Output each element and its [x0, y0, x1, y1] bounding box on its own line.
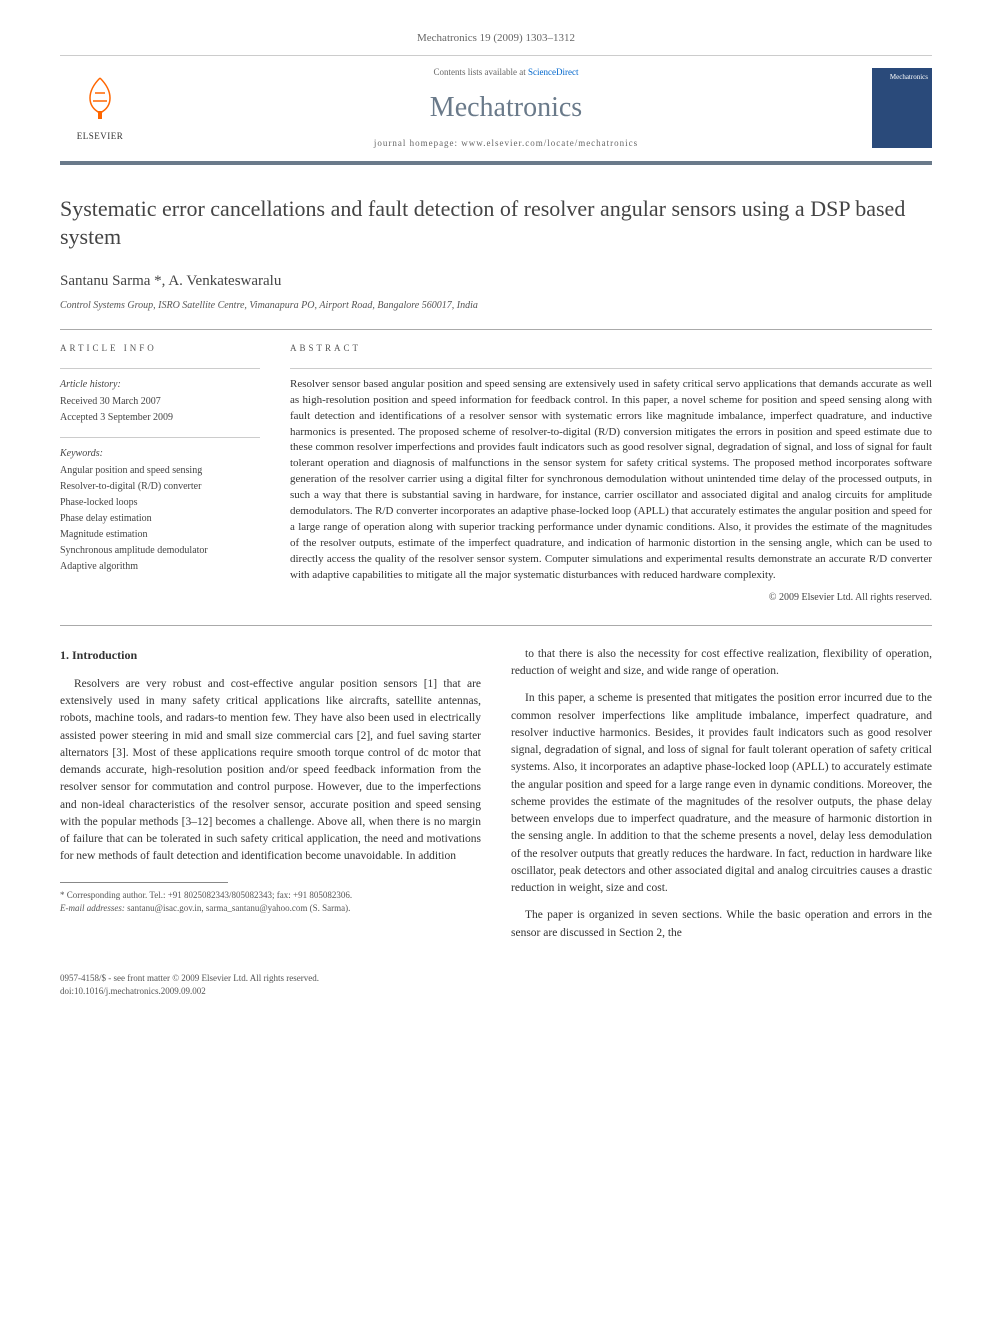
journal-cover-thumbnail: Mechatronics: [872, 68, 932, 148]
keywords-block: Keywords: Angular position and speed sen…: [60, 437, 260, 574]
body-paragraph: In this paper, a scheme is presented tha…: [511, 690, 932, 897]
article-info-block: ARTICLE INFO Article history: Received 3…: [60, 342, 260, 605]
contents-text: Contents lists available at: [434, 67, 528, 77]
keyword: Adaptive algorithm: [60, 559, 260, 574]
publisher-name: ELSEVIER: [77, 130, 124, 144]
keyword: Synchronous amplitude demodulator: [60, 543, 260, 558]
email-addresses: santanu@isac.gov.in, sarma_santanu@yahoo…: [127, 903, 350, 913]
elsevier-tree-icon: [75, 73, 125, 130]
section-title-introduction: 1. Introduction: [60, 646, 481, 664]
publisher-logo: ELSEVIER: [60, 73, 140, 144]
body-columns: 1. Introduction Resolvers are very robus…: [60, 646, 932, 952]
accepted-date: Accepted 3 September 2009: [60, 410, 260, 425]
header-citation: Mechatronics 19 (2009) 1303–1312: [60, 30, 932, 47]
keyword: Angular position and speed sensing: [60, 463, 260, 478]
journal-center-block: Contents lists available at ScienceDirec…: [140, 66, 872, 151]
history-block: Article history: Received 30 March 2007 …: [60, 368, 260, 425]
body-paragraph: The paper is organized in seven sections…: [511, 907, 932, 942]
keyword: Resolver-to-digital (R/D) converter: [60, 479, 260, 494]
journal-header-bar: ELSEVIER Contents lists available at Sci…: [60, 55, 932, 165]
sciencedirect-link[interactable]: ScienceDirect: [528, 67, 578, 77]
authors-line: Santanu Sarma *, A. Venkateswaralu: [60, 270, 932, 293]
keyword: Magnitude estimation: [60, 527, 260, 542]
footer-meta: 0957-4158/$ - see front matter © 2009 El…: [60, 972, 932, 999]
divider: [60, 625, 932, 626]
abstract-copyright: © 2009 Elsevier Ltd. All rights reserved…: [290, 590, 932, 605]
article-title: Systematic error cancellations and fault…: [60, 195, 932, 252]
divider: [60, 329, 932, 330]
body-paragraph: to that there is also the necessity for …: [511, 646, 932, 681]
email-line: E-mail addresses: santanu@isac.gov.in, s…: [60, 902, 481, 916]
abstract-label: ABSTRACT: [290, 342, 932, 356]
cover-label: Mechatronics: [890, 72, 928, 83]
journal-homepage: journal homepage: www.elsevier.com/locat…: [140, 137, 872, 151]
corresponding-line: * Corresponding author. Tel.: +91 802508…: [60, 889, 481, 903]
email-label: E-mail addresses:: [60, 903, 125, 913]
journal-title: Mechatronics: [140, 87, 872, 129]
corresponding-author-footnote: * Corresponding author. Tel.: +91 802508…: [60, 889, 481, 916]
affiliation: Control Systems Group, ISRO Satellite Ce…: [60, 298, 932, 313]
abstract-text: Resolver sensor based angular position a…: [290, 368, 932, 584]
keyword: Phase-locked loops: [60, 495, 260, 510]
history-label: Article history:: [60, 377, 260, 392]
keywords-label: Keywords:: [60, 446, 260, 461]
body-paragraph: Resolvers are very robust and cost-effec…: [60, 676, 481, 866]
article-info-label: ARTICLE INFO: [60, 342, 260, 356]
abstract-block: ABSTRACT Resolver sensor based angular p…: [290, 342, 932, 605]
footnote-divider: [60, 882, 228, 883]
contents-list-line: Contents lists available at ScienceDirec…: [140, 66, 872, 80]
doi-line: doi:10.1016/j.mechatronics.2009.09.002: [60, 985, 932, 999]
body-column-right: to that there is also the necessity for …: [511, 646, 932, 952]
info-abstract-row: ARTICLE INFO Article history: Received 3…: [60, 342, 932, 605]
received-date: Received 30 March 2007: [60, 394, 260, 409]
keyword: Phase delay estimation: [60, 511, 260, 526]
issn-line: 0957-4158/$ - see front matter © 2009 El…: [60, 972, 932, 986]
body-column-left: 1. Introduction Resolvers are very robus…: [60, 646, 481, 952]
